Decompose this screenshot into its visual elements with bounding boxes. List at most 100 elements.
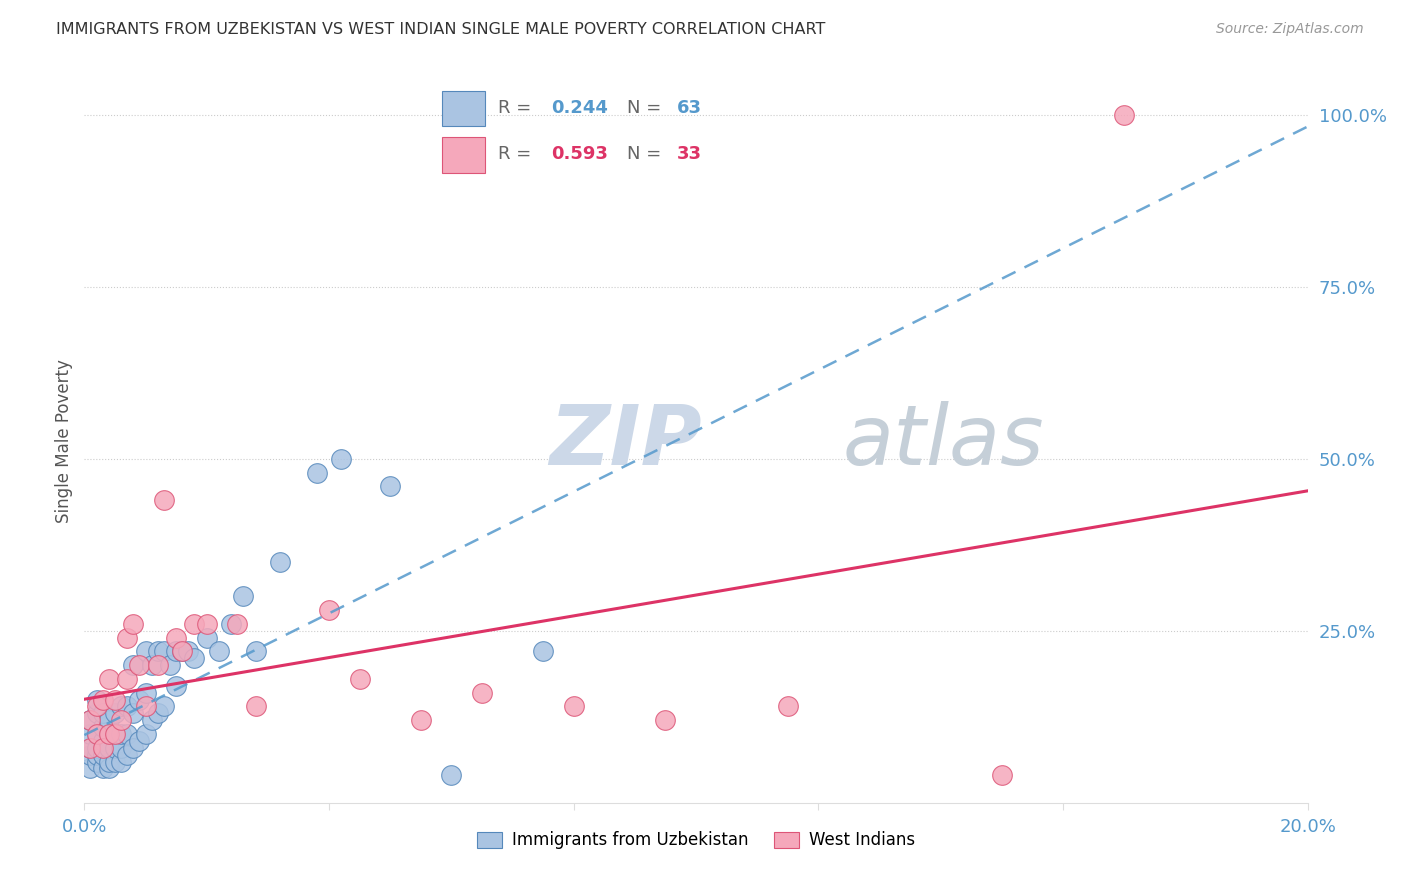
Point	[146, 644, 169, 658]
Point	[86, 755, 108, 769]
Point	[97, 727, 120, 741]
Point	[110, 699, 132, 714]
Point	[79, 747, 101, 762]
Point	[128, 658, 150, 673]
Text: R =: R =	[498, 99, 537, 117]
Text: 63: 63	[676, 99, 702, 117]
Point	[245, 644, 267, 658]
Point	[146, 706, 169, 721]
Text: IMMIGRANTS FROM UZBEKISTAN VS WEST INDIAN SINGLE MALE POVERTY CORRELATION CHART: IMMIGRANTS FROM UZBEKISTAN VS WEST INDIA…	[56, 22, 825, 37]
Legend: Immigrants from Uzbekistan, West Indians: Immigrants from Uzbekistan, West Indians	[471, 824, 921, 856]
Point	[562, 699, 585, 714]
Point	[97, 755, 120, 769]
Point	[269, 555, 291, 569]
Point	[172, 644, 194, 658]
Point	[219, 616, 242, 631]
Point	[135, 686, 157, 700]
Point	[91, 692, 114, 706]
Point	[183, 616, 205, 631]
Point	[349, 672, 371, 686]
Point	[86, 747, 108, 762]
Point	[86, 699, 108, 714]
Text: R =: R =	[498, 145, 537, 163]
Point	[91, 720, 114, 734]
Point	[135, 727, 157, 741]
Y-axis label: Single Male Poverty: Single Male Poverty	[55, 359, 73, 524]
Point	[128, 692, 150, 706]
Point	[115, 672, 138, 686]
Point	[91, 740, 114, 755]
Point	[991, 768, 1014, 782]
Point	[110, 713, 132, 727]
Point	[97, 740, 120, 755]
Point	[165, 631, 187, 645]
Point	[104, 727, 127, 741]
Point	[91, 747, 114, 762]
Point	[97, 713, 120, 727]
Bar	[441, 136, 485, 173]
Text: atlas: atlas	[842, 401, 1045, 482]
Point	[380, 479, 402, 493]
Point	[146, 658, 169, 673]
Point	[159, 658, 181, 673]
Text: 0.244: 0.244	[551, 99, 607, 117]
Point	[153, 644, 176, 658]
Point	[115, 631, 138, 645]
Point	[153, 493, 176, 508]
Point	[104, 755, 127, 769]
Point	[97, 727, 120, 741]
Point	[471, 686, 494, 700]
Point	[79, 761, 101, 775]
Point	[305, 466, 328, 480]
Point	[183, 651, 205, 665]
Point	[1114, 108, 1136, 122]
Point	[226, 616, 249, 631]
Point	[79, 713, 101, 727]
Point	[110, 740, 132, 755]
Point	[153, 699, 176, 714]
Point	[115, 747, 138, 762]
Text: ZIP: ZIP	[550, 401, 702, 482]
Point	[86, 727, 108, 741]
Point	[122, 706, 145, 721]
Point	[110, 755, 132, 769]
Point	[86, 740, 108, 755]
Point	[128, 734, 150, 748]
Point	[135, 699, 157, 714]
Point	[135, 644, 157, 658]
Point	[195, 616, 218, 631]
Text: N =: N =	[627, 145, 666, 163]
Point	[409, 713, 432, 727]
Point	[91, 761, 114, 775]
Point	[122, 658, 145, 673]
Point	[104, 692, 127, 706]
Point	[79, 713, 101, 727]
Text: N =: N =	[627, 99, 666, 117]
Point	[97, 761, 120, 775]
Point	[141, 713, 163, 727]
Text: 0.593: 0.593	[551, 145, 607, 163]
Point	[122, 616, 145, 631]
Point	[104, 706, 127, 721]
Point	[165, 644, 187, 658]
Point	[79, 727, 101, 741]
Point	[330, 451, 353, 466]
Point	[115, 727, 138, 741]
Point	[208, 644, 231, 658]
Point	[232, 590, 254, 604]
Point	[79, 740, 101, 755]
Point	[86, 706, 108, 721]
Bar	[441, 91, 485, 127]
Text: 33: 33	[676, 145, 702, 163]
Point	[122, 740, 145, 755]
Point	[104, 727, 127, 741]
Point	[195, 631, 218, 645]
Point	[79, 740, 101, 755]
Point	[440, 768, 463, 782]
Point	[110, 727, 132, 741]
Point	[172, 644, 194, 658]
Point	[97, 672, 120, 686]
Text: Source: ZipAtlas.com: Source: ZipAtlas.com	[1216, 22, 1364, 37]
Point	[86, 692, 108, 706]
Point	[165, 679, 187, 693]
